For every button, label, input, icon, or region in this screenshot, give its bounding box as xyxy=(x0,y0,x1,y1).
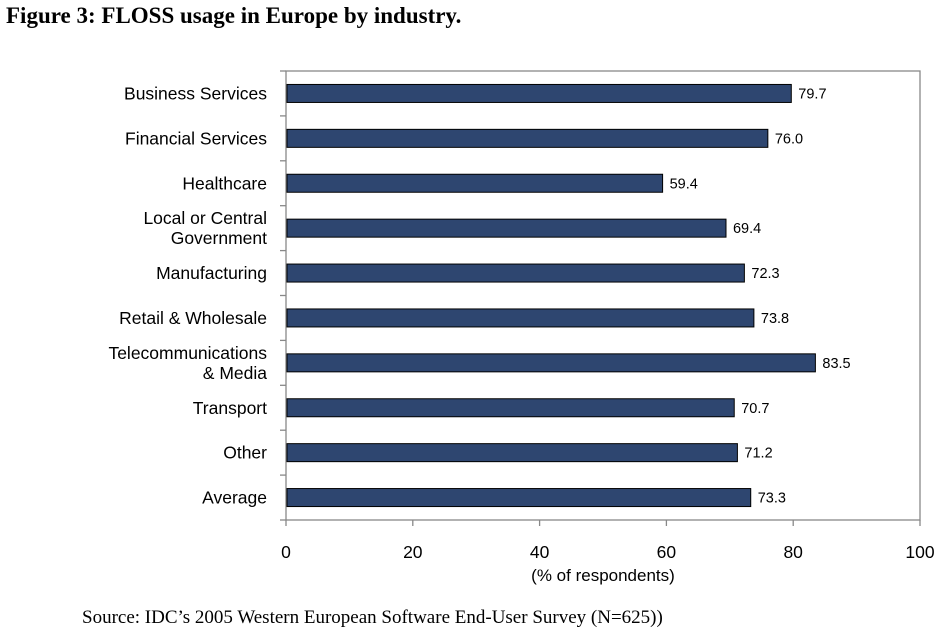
bar xyxy=(286,128,769,148)
bar xyxy=(286,218,727,238)
source-note: Source: IDC’s 2005 Western European Soft… xyxy=(82,607,663,628)
x-axis-label: (% of respondents) xyxy=(531,566,675,585)
bar xyxy=(286,398,735,418)
category-label: Transport xyxy=(193,398,267,418)
bar xyxy=(286,308,755,328)
bar xyxy=(286,263,745,283)
category-label: Other xyxy=(223,443,267,463)
data-label: 69.4 xyxy=(733,221,761,237)
data-label: 72.3 xyxy=(751,266,779,282)
category-label: Average xyxy=(202,488,267,508)
bar xyxy=(286,488,752,508)
x-tick-label: 0 xyxy=(281,542,291,562)
category-label: Telecommunications & Media xyxy=(108,343,267,383)
category-label: Business Services xyxy=(124,83,267,103)
x-axis: 0 20 40 60 80 100 xyxy=(281,520,935,562)
category-label: Local or Central Government xyxy=(143,208,267,248)
data-label: 73.8 xyxy=(761,311,789,327)
bar xyxy=(286,173,664,193)
data-label: 76.0 xyxy=(775,131,803,147)
x-tick-label: 20 xyxy=(403,542,423,562)
bars: 79.7 76.0 59.4 69.4 72.3 73.8 83.5 70.7 71.2 73.3 xyxy=(286,83,851,508)
x-tick-label: 60 xyxy=(657,542,677,562)
y-axis: Business Services Financial Services Healt… xyxy=(108,70,286,521)
data-label: 71.2 xyxy=(744,446,772,462)
bar xyxy=(286,353,816,373)
bar xyxy=(286,443,738,463)
x-tick-label: 100 xyxy=(905,542,934,562)
category-label: Retail & Wholesale xyxy=(119,308,267,328)
category-label: Financial Services xyxy=(125,128,267,148)
category-label: Manufacturing xyxy=(156,263,267,283)
data-label: 79.7 xyxy=(798,86,826,102)
figure-title: Figure 3: FLOSS usage in Europe by indus… xyxy=(6,3,462,28)
data-label: 59.4 xyxy=(670,176,698,192)
bar xyxy=(286,83,792,103)
x-tick-label: 40 xyxy=(530,542,550,562)
data-label: 83.5 xyxy=(822,356,850,372)
data-label: 73.3 xyxy=(758,491,786,507)
data-label: 70.7 xyxy=(741,401,769,417)
x-tick-label: 80 xyxy=(783,542,803,562)
category-label: Healthcare xyxy=(182,173,267,193)
